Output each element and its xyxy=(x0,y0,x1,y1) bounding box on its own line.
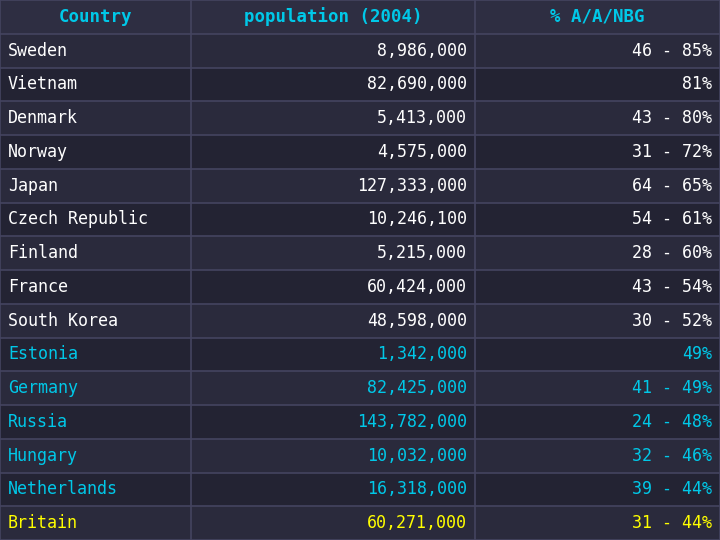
Bar xyxy=(475,507,720,540)
Bar xyxy=(191,135,475,168)
Text: 39 - 44%: 39 - 44% xyxy=(632,481,712,498)
Bar xyxy=(191,202,475,237)
Text: 54 - 61%: 54 - 61% xyxy=(632,211,712,228)
Text: Estonia: Estonia xyxy=(8,346,78,363)
Bar xyxy=(475,68,720,102)
Bar xyxy=(191,303,475,338)
Bar xyxy=(0,33,191,68)
Text: Norway: Norway xyxy=(8,143,68,161)
Bar xyxy=(191,33,475,68)
Text: population (2004): population (2004) xyxy=(244,8,422,26)
Text: Russia: Russia xyxy=(8,413,68,431)
Bar xyxy=(475,270,720,303)
Bar xyxy=(475,135,720,168)
Text: Hungary: Hungary xyxy=(8,447,78,464)
Bar xyxy=(475,168,720,202)
Bar xyxy=(0,372,191,405)
Bar xyxy=(0,202,191,237)
Text: 5,215,000: 5,215,000 xyxy=(377,244,467,262)
Text: 60,271,000: 60,271,000 xyxy=(367,514,467,532)
Text: France: France xyxy=(8,278,68,296)
Text: 41 - 49%: 41 - 49% xyxy=(632,379,712,397)
Text: 49%: 49% xyxy=(682,346,712,363)
Bar xyxy=(191,507,475,540)
Bar xyxy=(191,472,475,507)
Text: 31 - 72%: 31 - 72% xyxy=(632,143,712,161)
Text: 16,318,000: 16,318,000 xyxy=(367,481,467,498)
Bar xyxy=(0,438,191,472)
Text: 64 - 65%: 64 - 65% xyxy=(632,177,712,194)
Text: 28 - 60%: 28 - 60% xyxy=(632,244,712,262)
Text: 82,425,000: 82,425,000 xyxy=(367,379,467,397)
Bar xyxy=(191,438,475,472)
Bar xyxy=(191,68,475,102)
Text: 10,032,000: 10,032,000 xyxy=(367,447,467,464)
Text: 43 - 80%: 43 - 80% xyxy=(632,109,712,127)
Text: Country: Country xyxy=(58,8,132,26)
Text: Britain: Britain xyxy=(8,514,78,532)
Text: Netherlands: Netherlands xyxy=(8,481,118,498)
Bar xyxy=(191,0,475,33)
Bar xyxy=(475,372,720,405)
Text: 127,333,000: 127,333,000 xyxy=(357,177,467,194)
Bar xyxy=(475,438,720,472)
Text: 48,598,000: 48,598,000 xyxy=(367,312,467,329)
Bar xyxy=(0,135,191,168)
Bar xyxy=(0,237,191,270)
Bar xyxy=(475,303,720,338)
Bar xyxy=(191,102,475,135)
Text: 30 - 52%: 30 - 52% xyxy=(632,312,712,329)
Bar xyxy=(0,102,191,135)
Text: 60,424,000: 60,424,000 xyxy=(367,278,467,296)
Bar xyxy=(0,338,191,372)
Text: 32 - 46%: 32 - 46% xyxy=(632,447,712,464)
Bar xyxy=(191,270,475,303)
Bar xyxy=(0,168,191,202)
Text: 31 - 44%: 31 - 44% xyxy=(632,514,712,532)
Text: 1,342,000: 1,342,000 xyxy=(377,346,467,363)
Bar xyxy=(475,405,720,438)
Bar xyxy=(0,270,191,303)
Bar xyxy=(191,237,475,270)
Text: 10,246,100: 10,246,100 xyxy=(367,211,467,228)
Bar xyxy=(475,33,720,68)
Text: 81%: 81% xyxy=(682,76,712,93)
Text: South Korea: South Korea xyxy=(8,312,118,329)
Bar xyxy=(191,338,475,372)
Text: 46 - 85%: 46 - 85% xyxy=(632,42,712,59)
Text: 24 - 48%: 24 - 48% xyxy=(632,413,712,431)
Bar xyxy=(475,472,720,507)
Text: 4,575,000: 4,575,000 xyxy=(377,143,467,161)
Bar xyxy=(475,237,720,270)
Bar xyxy=(475,202,720,237)
Bar xyxy=(191,372,475,405)
Bar xyxy=(0,68,191,102)
Text: Vietnam: Vietnam xyxy=(8,76,78,93)
Bar xyxy=(0,405,191,438)
Text: 5,413,000: 5,413,000 xyxy=(377,109,467,127)
Text: 143,782,000: 143,782,000 xyxy=(357,413,467,431)
Bar xyxy=(475,0,720,33)
Bar xyxy=(0,0,191,33)
Text: Denmark: Denmark xyxy=(8,109,78,127)
Text: 43 - 54%: 43 - 54% xyxy=(632,278,712,296)
Text: Czech Republic: Czech Republic xyxy=(8,211,148,228)
Bar xyxy=(0,507,191,540)
Bar xyxy=(0,303,191,338)
Text: % A/A/NBG: % A/A/NBG xyxy=(550,8,645,26)
Text: 8,986,000: 8,986,000 xyxy=(377,42,467,59)
Bar xyxy=(475,338,720,372)
Bar xyxy=(191,405,475,438)
Bar xyxy=(475,102,720,135)
Text: Finland: Finland xyxy=(8,244,78,262)
Bar xyxy=(191,168,475,202)
Text: Germany: Germany xyxy=(8,379,78,397)
Bar xyxy=(0,472,191,507)
Text: Japan: Japan xyxy=(8,177,58,194)
Text: Sweden: Sweden xyxy=(8,42,68,59)
Text: 82,690,000: 82,690,000 xyxy=(367,76,467,93)
